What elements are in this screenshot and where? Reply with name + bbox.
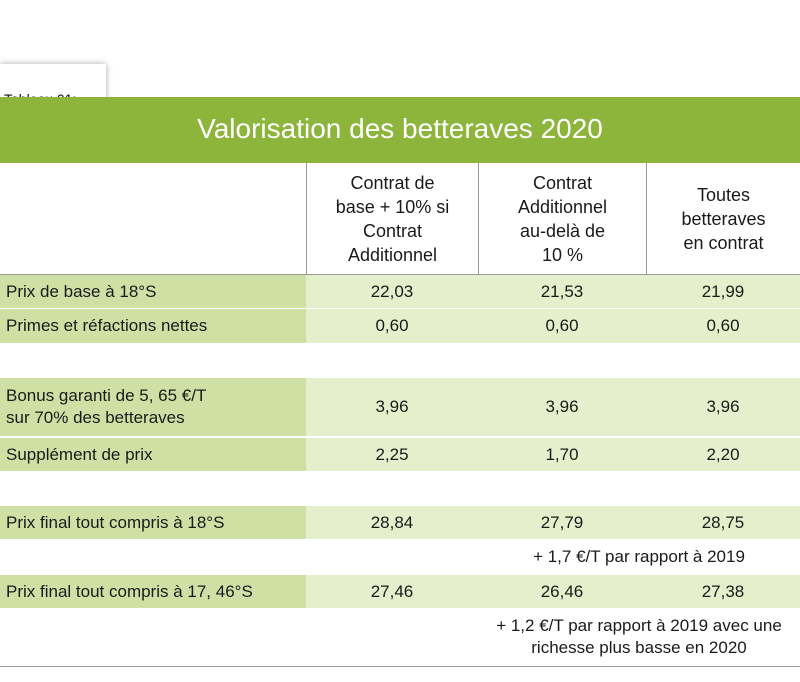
row-label: Prix final tout compris à 17, 46°S bbox=[0, 575, 306, 608]
table-row: Bonus garanti de 5, 65 €/T sur 70% des b… bbox=[0, 378, 800, 436]
table-row: Primes et réfactions nettes 0,60 0,60 0,… bbox=[0, 309, 800, 343]
table-row: Prix final tout compris à 17, 46°S 27,46… bbox=[0, 575, 800, 608]
row-value-toutes: 0,60 bbox=[646, 309, 800, 343]
row-value-additionnel: 26,46 bbox=[478, 575, 646, 608]
table-row: Prix final tout compris à 18°S 28,84 27,… bbox=[0, 506, 800, 539]
table-row: Prix de base à 18°S 22,03 21,53 21,99 bbox=[0, 275, 800, 308]
comparison-note: + 1,7 €/T par rapport à 2019 bbox=[533, 547, 745, 566]
row-label: Primes et réfactions nettes bbox=[0, 309, 306, 343]
header-toutes-betteraves: Toutes betteraves en contrat bbox=[646, 163, 800, 274]
header-contrat-additionnel: Contrat Additionnel au-delà de 10 % bbox=[478, 163, 646, 274]
comparison-note: + 1,2 €/T par rapport à 2019 avec une ri… bbox=[496, 616, 782, 657]
row-value-base: 3,96 bbox=[306, 378, 478, 436]
row-value-toutes: 28,75 bbox=[646, 506, 800, 539]
row-value-additionnel: 21,53 bbox=[478, 275, 646, 308]
table-header-row: Contrat de base + 10% si Contrat Additio… bbox=[0, 163, 800, 274]
table-title: Valorisation des betteraves 2020 bbox=[197, 113, 603, 144]
row-label: Bonus garanti de 5, 65 €/T sur 70% des b… bbox=[0, 378, 306, 436]
table-bottom-border bbox=[0, 666, 800, 667]
note-row: + 1,2 €/T par rapport à 2019 avec une ri… bbox=[0, 610, 800, 664]
header-empty-cell bbox=[0, 163, 306, 274]
row-value-base: 28,84 bbox=[306, 506, 478, 539]
header-contrat-base: Contrat de base + 10% si Contrat Additio… bbox=[306, 163, 478, 274]
row-value-base: 22,03 bbox=[306, 275, 478, 308]
row-value-additionnel: 27,79 bbox=[478, 506, 646, 539]
header-divider bbox=[0, 274, 800, 275]
row-label: Prix final tout compris à 18°S bbox=[0, 506, 306, 539]
table-row: Supplément de prix 2,25 1,70 2,20 bbox=[0, 438, 800, 471]
row-value-base: 27,46 bbox=[306, 575, 478, 608]
row-value-toutes: 27,38 bbox=[646, 575, 800, 608]
row-value-toutes: 3,96 bbox=[646, 378, 800, 436]
row-value-additionnel: 1,70 bbox=[478, 438, 646, 471]
row-label: Prix de base à 18°S bbox=[0, 275, 306, 308]
row-value-base: 0,60 bbox=[306, 309, 478, 343]
note-row: + 1,7 €/T par rapport à 2019 bbox=[0, 541, 800, 573]
row-value-additionnel: 0,60 bbox=[478, 309, 646, 343]
title-bar bbox=[0, 97, 800, 163]
row-value-toutes: 21,99 bbox=[646, 275, 800, 308]
row-value-additionnel: 3,96 bbox=[478, 378, 646, 436]
row-value-toutes: 2,20 bbox=[646, 438, 800, 471]
row-label: Supplément de prix bbox=[0, 438, 306, 471]
row-value-base: 2,25 bbox=[306, 438, 478, 471]
